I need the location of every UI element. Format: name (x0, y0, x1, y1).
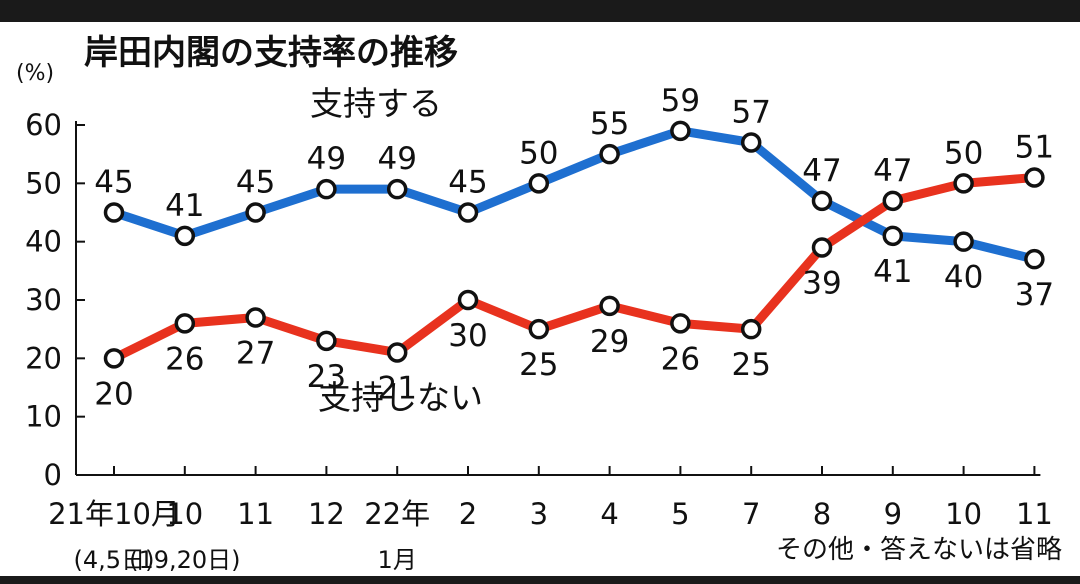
data-label: 49 (307, 141, 346, 177)
x-tick-label: 12 (308, 497, 345, 531)
data-point (599, 295, 620, 317)
series-line-support (109, 126, 1039, 264)
data-point (953, 231, 974, 252)
series-points (103, 120, 1045, 369)
series-line-nonsupport (109, 173, 1039, 363)
data-point (457, 202, 479, 223)
data-label: 57 (731, 95, 770, 131)
x-tick-label: 8 (813, 497, 831, 531)
data-point (670, 313, 691, 334)
data-point (316, 178, 337, 200)
data-point (528, 318, 550, 340)
data-label: 50 (519, 135, 558, 171)
y-tick-label: 50 (25, 166, 62, 200)
x-tick-label: 11 (1016, 497, 1053, 531)
data-label: 50 (944, 135, 983, 171)
data-label: 21 (377, 371, 416, 407)
data-point (245, 202, 266, 223)
x-tick-label: 9 (884, 497, 902, 531)
axes: 0 10 20 30 40 50 60 21年10月 (4,5日) 10 (19,20日) 11 12 2… (25, 108, 1053, 574)
x-tick-label: 21年10月 (48, 497, 180, 531)
data-label: 55 (590, 106, 629, 142)
x-tick-label: 7 (742, 497, 760, 531)
data-label: 37 (1015, 277, 1054, 313)
data-label: 20 (94, 376, 133, 412)
data-point (599, 143, 620, 165)
data-label: 45 (94, 165, 133, 201)
data-point (103, 348, 125, 369)
y-tick-label: 0 (44, 458, 62, 492)
data-point (882, 190, 904, 212)
chart-title: 岸田内閣の支持率の推移 (84, 33, 458, 73)
data-point (174, 313, 196, 334)
data-label: 39 (802, 266, 841, 302)
data-point (811, 237, 833, 258)
data-label: 49 (377, 141, 416, 177)
y-tick-label: 40 (25, 225, 62, 259)
data-point (811, 190, 833, 212)
data-label: 51 (1015, 130, 1054, 166)
data-point (740, 318, 762, 340)
data-label: 45 (448, 165, 487, 201)
data-label: 23 (307, 359, 346, 395)
series-label-support: 支持する (310, 84, 442, 123)
y-tick-label: 10 (25, 400, 62, 434)
x-tick-label: 4 (600, 497, 618, 531)
data-label: 41 (873, 254, 912, 290)
x-tick-sublabel: (19,20日) (129, 546, 240, 574)
data-label: 26 (661, 341, 700, 377)
data-point (528, 173, 550, 194)
x-tick-label: 10 (166, 497, 203, 531)
x-tick-label: 5 (671, 497, 689, 531)
x-tick-label: 11 (237, 497, 274, 531)
data-label: 47 (802, 153, 841, 189)
data-label: 30 (448, 318, 487, 354)
data-labels: 45 41 45 49 49 45 50 55 59 57 47 41 40 37 20 26 27 23 21 30… (94, 83, 1054, 413)
x-tick-sublabel: (4,5日) (74, 546, 155, 574)
data-label: 59 (661, 83, 700, 119)
data-point (386, 342, 408, 363)
x-tick-sublabel: 1月 (378, 546, 417, 574)
series-lines (109, 126, 1039, 363)
y-tick-label: 30 (25, 283, 62, 317)
x-tick-label: 2 (459, 497, 477, 531)
data-point (174, 225, 196, 247)
data-label: 45 (236, 165, 275, 201)
y-axis-unit: (%) (16, 61, 54, 86)
data-label: 40 (944, 260, 983, 296)
data-point (316, 330, 337, 352)
y-tick-label: 20 (25, 341, 62, 375)
data-point (457, 289, 479, 311)
x-tick-label: 10 (945, 497, 982, 531)
x-tick-label: 22年 (364, 497, 430, 531)
data-label: 47 (873, 153, 912, 189)
data-point (953, 173, 974, 194)
data-label: 29 (590, 324, 629, 360)
data-label: 26 (165, 341, 204, 377)
y-tick-label: 60 (25, 108, 62, 142)
data-label: 41 (165, 188, 204, 224)
data-point (882, 225, 904, 247)
data-point (740, 132, 762, 153)
data-point (245, 307, 266, 328)
data-point (1024, 167, 1045, 188)
data-label: 25 (519, 347, 558, 383)
data-label: 27 (236, 336, 275, 372)
series-label-nonsupport: 支持しない (318, 378, 483, 417)
data-point (386, 178, 408, 200)
data-point (1024, 248, 1045, 270)
chart-note: その他・答えないは省略 (776, 535, 1062, 565)
data-point (103, 202, 125, 223)
data-label: 25 (731, 347, 770, 383)
x-tick-label: 3 (530, 497, 548, 531)
data-point (670, 120, 691, 142)
chart-panel: 岸田内閣の支持率の推移 (%) 0 10 20 30 40 50 60 21年10月 (4,5日… (0, 22, 1080, 576)
approval-rating-chart: 岸田内閣の支持率の推移 (%) 0 10 20 30 40 50 60 21年10月 (4,5日… (16, 33, 1062, 574)
